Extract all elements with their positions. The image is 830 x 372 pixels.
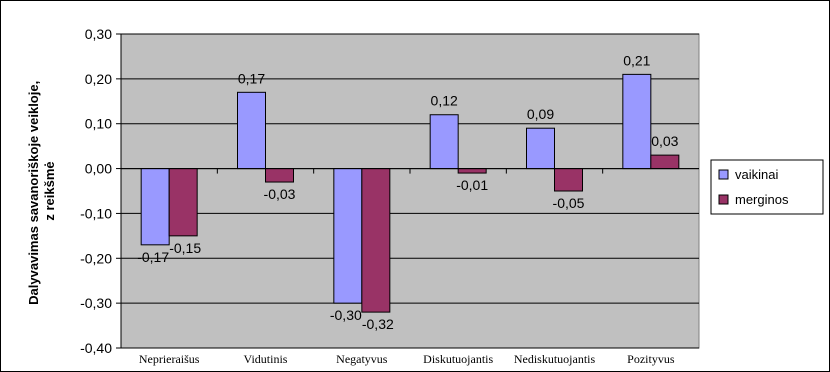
y-tick-label: -0,10 (80, 205, 112, 221)
legend: vaikinai merginos (710, 159, 824, 215)
x-category-label: Diskutuojantis (423, 352, 493, 366)
bar-vaikinai (429, 114, 459, 170)
x-category-label: Vidutinis (244, 352, 288, 366)
x-category-label: Nediskutuojantis (514, 352, 596, 366)
data-label-merginos: -0,03 (264, 186, 296, 202)
x-category-label: Neprieraišus (139, 352, 200, 366)
data-label-vaikinai: 0,21 (623, 52, 650, 68)
data-label-merginos: -0,05 (553, 195, 585, 211)
bar-merginos (554, 168, 583, 192)
gridlines (121, 33, 699, 349)
y-tick-label: 0,00 (85, 161, 112, 177)
y-tick-label: -0,40 (80, 340, 112, 356)
data-label-vaikinai: 0,12 (431, 93, 458, 109)
y-axis-ticks: 0,30 0,20 0,10 0,00 -0,10 -0,20 -0,30 -0,40 (80, 26, 121, 356)
data-label-merginos: -0,32 (362, 316, 394, 332)
data-labels: -0,17-0,15 0,17 -0,03 -0,30-0,32 0,12 -0,01 0,… (137, 52, 678, 332)
x-category-label: Pozityvus (627, 352, 675, 366)
x-category-label: Negatyvus (336, 352, 388, 366)
data-label-vaikinai: 0,17 (238, 70, 265, 86)
plot-area (120, 33, 700, 349)
legend-label-vaikinai: vaikinai (735, 167, 778, 182)
bar-vaikinai (333, 168, 363, 304)
bar-vaikinai (140, 168, 170, 246)
y-tick-label: -0,20 (80, 250, 112, 266)
bar-merginos (168, 168, 198, 237)
data-label-vaikinai: 0,09 (527, 106, 554, 122)
y-tick-label: 0,30 (85, 26, 112, 42)
y-axis-title-line2: z reikšmė (42, 161, 57, 220)
bar-merginos (361, 168, 391, 313)
legend-box (710, 159, 824, 215)
x-axis-labels: Neprieraišus Vidutinis Negatyvus Diskutuoja… (120, 168, 675, 366)
bar-vaikinai (237, 91, 266, 170)
y-tick-label: 0,10 (85, 116, 112, 132)
bar-vaikinai (526, 127, 555, 170)
data-label-vaikinai: -0,17 (137, 249, 169, 265)
data-label-merginos: 0,03 (651, 133, 678, 149)
y-tick-label: 0,20 (85, 71, 112, 87)
bar-merginos (457, 168, 487, 174)
legend-swatch-vaikinai (718, 169, 729, 180)
bar-vaikinai (622, 73, 652, 170)
bar-merginos (650, 154, 680, 170)
data-label-merginos: -0,15 (169, 240, 201, 256)
y-tick-label: -0,30 (80, 295, 112, 311)
legend-swatch-merginos (718, 194, 729, 205)
bar-merginos (265, 168, 294, 183)
data-label-merginos: -0,01 (456, 177, 488, 193)
data-label-vaikinai: -0,30 (330, 307, 362, 323)
y-axis-title-line1: Dalyvavimas savanoriškoje veikloje, (26, 81, 41, 305)
y-axis-title: Dalyvavimas savanoriškoje veikloje, z re… (26, 77, 57, 305)
legend-label-merginos: merginos (735, 192, 789, 207)
bars (140, 73, 680, 313)
